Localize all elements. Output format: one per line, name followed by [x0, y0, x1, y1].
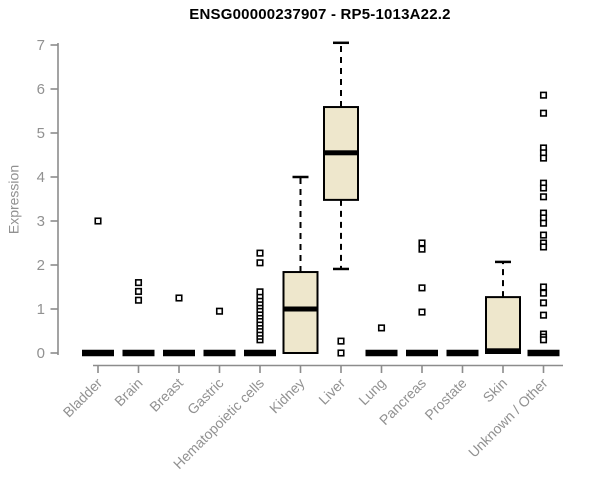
median-line — [486, 348, 520, 354]
x-tick-label: Prostate — [421, 375, 469, 423]
outlier-point — [539, 283, 548, 291]
outlier-point — [539, 91, 548, 99]
outlier-point — [539, 336, 548, 344]
outlier-point — [377, 324, 386, 332]
flat-bar-Pancreas — [406, 349, 438, 357]
outlier-point — [94, 217, 102, 225]
y-tick-label: 1 — [37, 301, 45, 318]
y-tick-label: 5 — [37, 125, 45, 142]
flat-bar-Unknown / Other — [527, 349, 560, 357]
outlier-point — [418, 308, 426, 316]
outlier-point — [539, 231, 548, 239]
outlier-point — [134, 287, 143, 295]
outlier-point — [337, 349, 345, 357]
outlier-point — [256, 288, 264, 296]
outlier-point — [539, 109, 548, 117]
outlier-point — [539, 299, 548, 307]
x-tick-label: Skin — [480, 375, 511, 406]
y-tick-label: 6 — [37, 81, 45, 98]
x-tick-label: Liver — [315, 375, 348, 408]
y-tick-label: 4 — [37, 169, 45, 186]
median-line — [283, 306, 318, 312]
x-tick-label: Kidney — [266, 375, 308, 417]
outlier-point — [539, 219, 548, 227]
outlier-point — [539, 311, 548, 319]
outlier-point — [256, 259, 264, 267]
flat-bar-Hematopoietic cells — [244, 349, 276, 357]
flat-bar-Brain — [122, 349, 155, 357]
y-tick-label: 3 — [37, 213, 45, 230]
flat-bar-Lung — [365, 349, 398, 357]
x-tick-label: Breast — [146, 375, 186, 415]
median-line — [324, 150, 358, 156]
outlier-point — [539, 193, 548, 201]
outlier-point — [337, 337, 345, 345]
outlier-point — [175, 294, 183, 302]
x-tick-label: Lung — [355, 375, 388, 408]
box-Kidney — [282, 271, 319, 355]
outlier-point — [134, 296, 143, 304]
y-tick-label: 0 — [37, 345, 45, 362]
chart-title: ENSG00000237907 - RP5-1013A22.2 — [189, 6, 451, 23]
outlier-point — [215, 307, 224, 315]
y-tick-label: 7 — [37, 37, 45, 54]
outlier-point — [418, 245, 426, 253]
flat-bar-Prostate — [446, 349, 479, 357]
outlier-point — [256, 249, 264, 257]
x-tick-label: Bladder — [60, 375, 106, 421]
outlier-point — [539, 154, 548, 162]
outlier-point — [418, 239, 426, 247]
x-tick-label: Brain — [111, 375, 145, 409]
outlier-point — [539, 243, 548, 251]
outlier-point — [418, 284, 426, 292]
outlier-point — [134, 279, 143, 287]
y-tick-label: 2 — [37, 257, 45, 274]
flat-bar-Bladder — [82, 349, 114, 357]
flat-bar-Gastric — [203, 349, 236, 357]
flat-bar-Breast — [163, 349, 195, 357]
box-Skin — [485, 296, 521, 354]
outlier-point — [539, 184, 548, 192]
outlier-point — [539, 289, 548, 297]
